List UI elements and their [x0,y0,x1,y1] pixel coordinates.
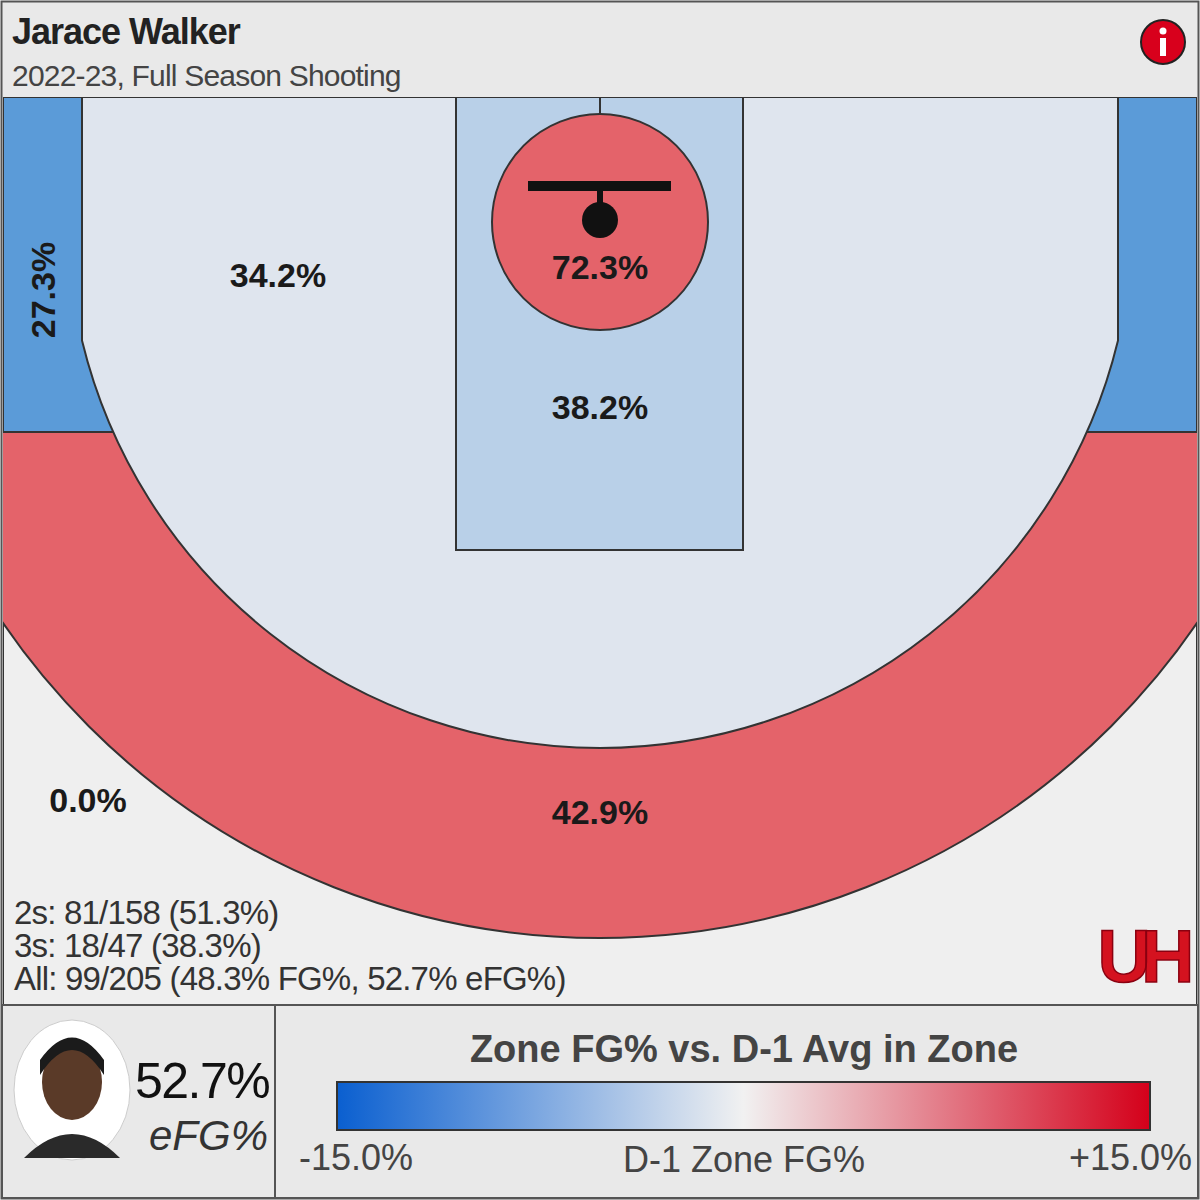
player-photo-hair [40,1038,104,1076]
stat-line: 2s: 81/158 (51.3%) [14,894,278,931]
efg-caption: eFG% [149,1112,268,1159]
chart-root: Jarace Walker 2022-23, Full Season Shooti… [0,0,1200,1200]
colorbar-title: Zone FG% vs. D-1 Avg in Zone [470,1028,1018,1070]
player-photo [14,1020,130,1160]
info-icon [1141,20,1185,64]
court [3,97,1197,1005]
zone-label: 34.2% [230,256,326,294]
info-icon-bar [1160,38,1166,56]
colorbar-caption: D-1 Zone FG% [623,1139,865,1180]
info-icon-dot [1160,28,1167,35]
chart: Jarace Walker 2022-23, Full Season Shooti… [0,0,1200,1200]
zone-label: 0.0% [49,781,127,819]
zone-label: 38.2% [552,388,648,426]
colorbar-tick-label: +15.0% [1069,1137,1192,1178]
band-group [3,432,1197,938]
stat-line: 3s: 18/47 (38.3%) [14,927,261,964]
panel-divider [274,1005,276,1198]
efg-value: 52.7% [135,1053,269,1109]
zone-label: 42.9% [552,793,648,831]
zone-label: 72.3% [552,248,648,286]
colorbar-tick-label: -15.0% [299,1137,413,1178]
bottom-panel [2,1005,1198,1198]
title: Jarace Walker [12,11,241,52]
player-photo-body [24,1134,120,1158]
stat-line: All: 99/205 (48.3% FG%, 52.7% eFG%) [14,960,566,997]
colorbar [337,1082,1150,1130]
zone-paint [456,97,743,550]
zone-midrange [82,97,1118,748]
zone-arc-three [3,432,1197,938]
zone-rim [492,114,708,330]
zone-label: 27.3% [24,242,62,338]
basket [582,202,618,238]
team-logo: UH [1098,915,1190,998]
subtitle: 2022-23, Full Season Shooting [12,59,401,92]
